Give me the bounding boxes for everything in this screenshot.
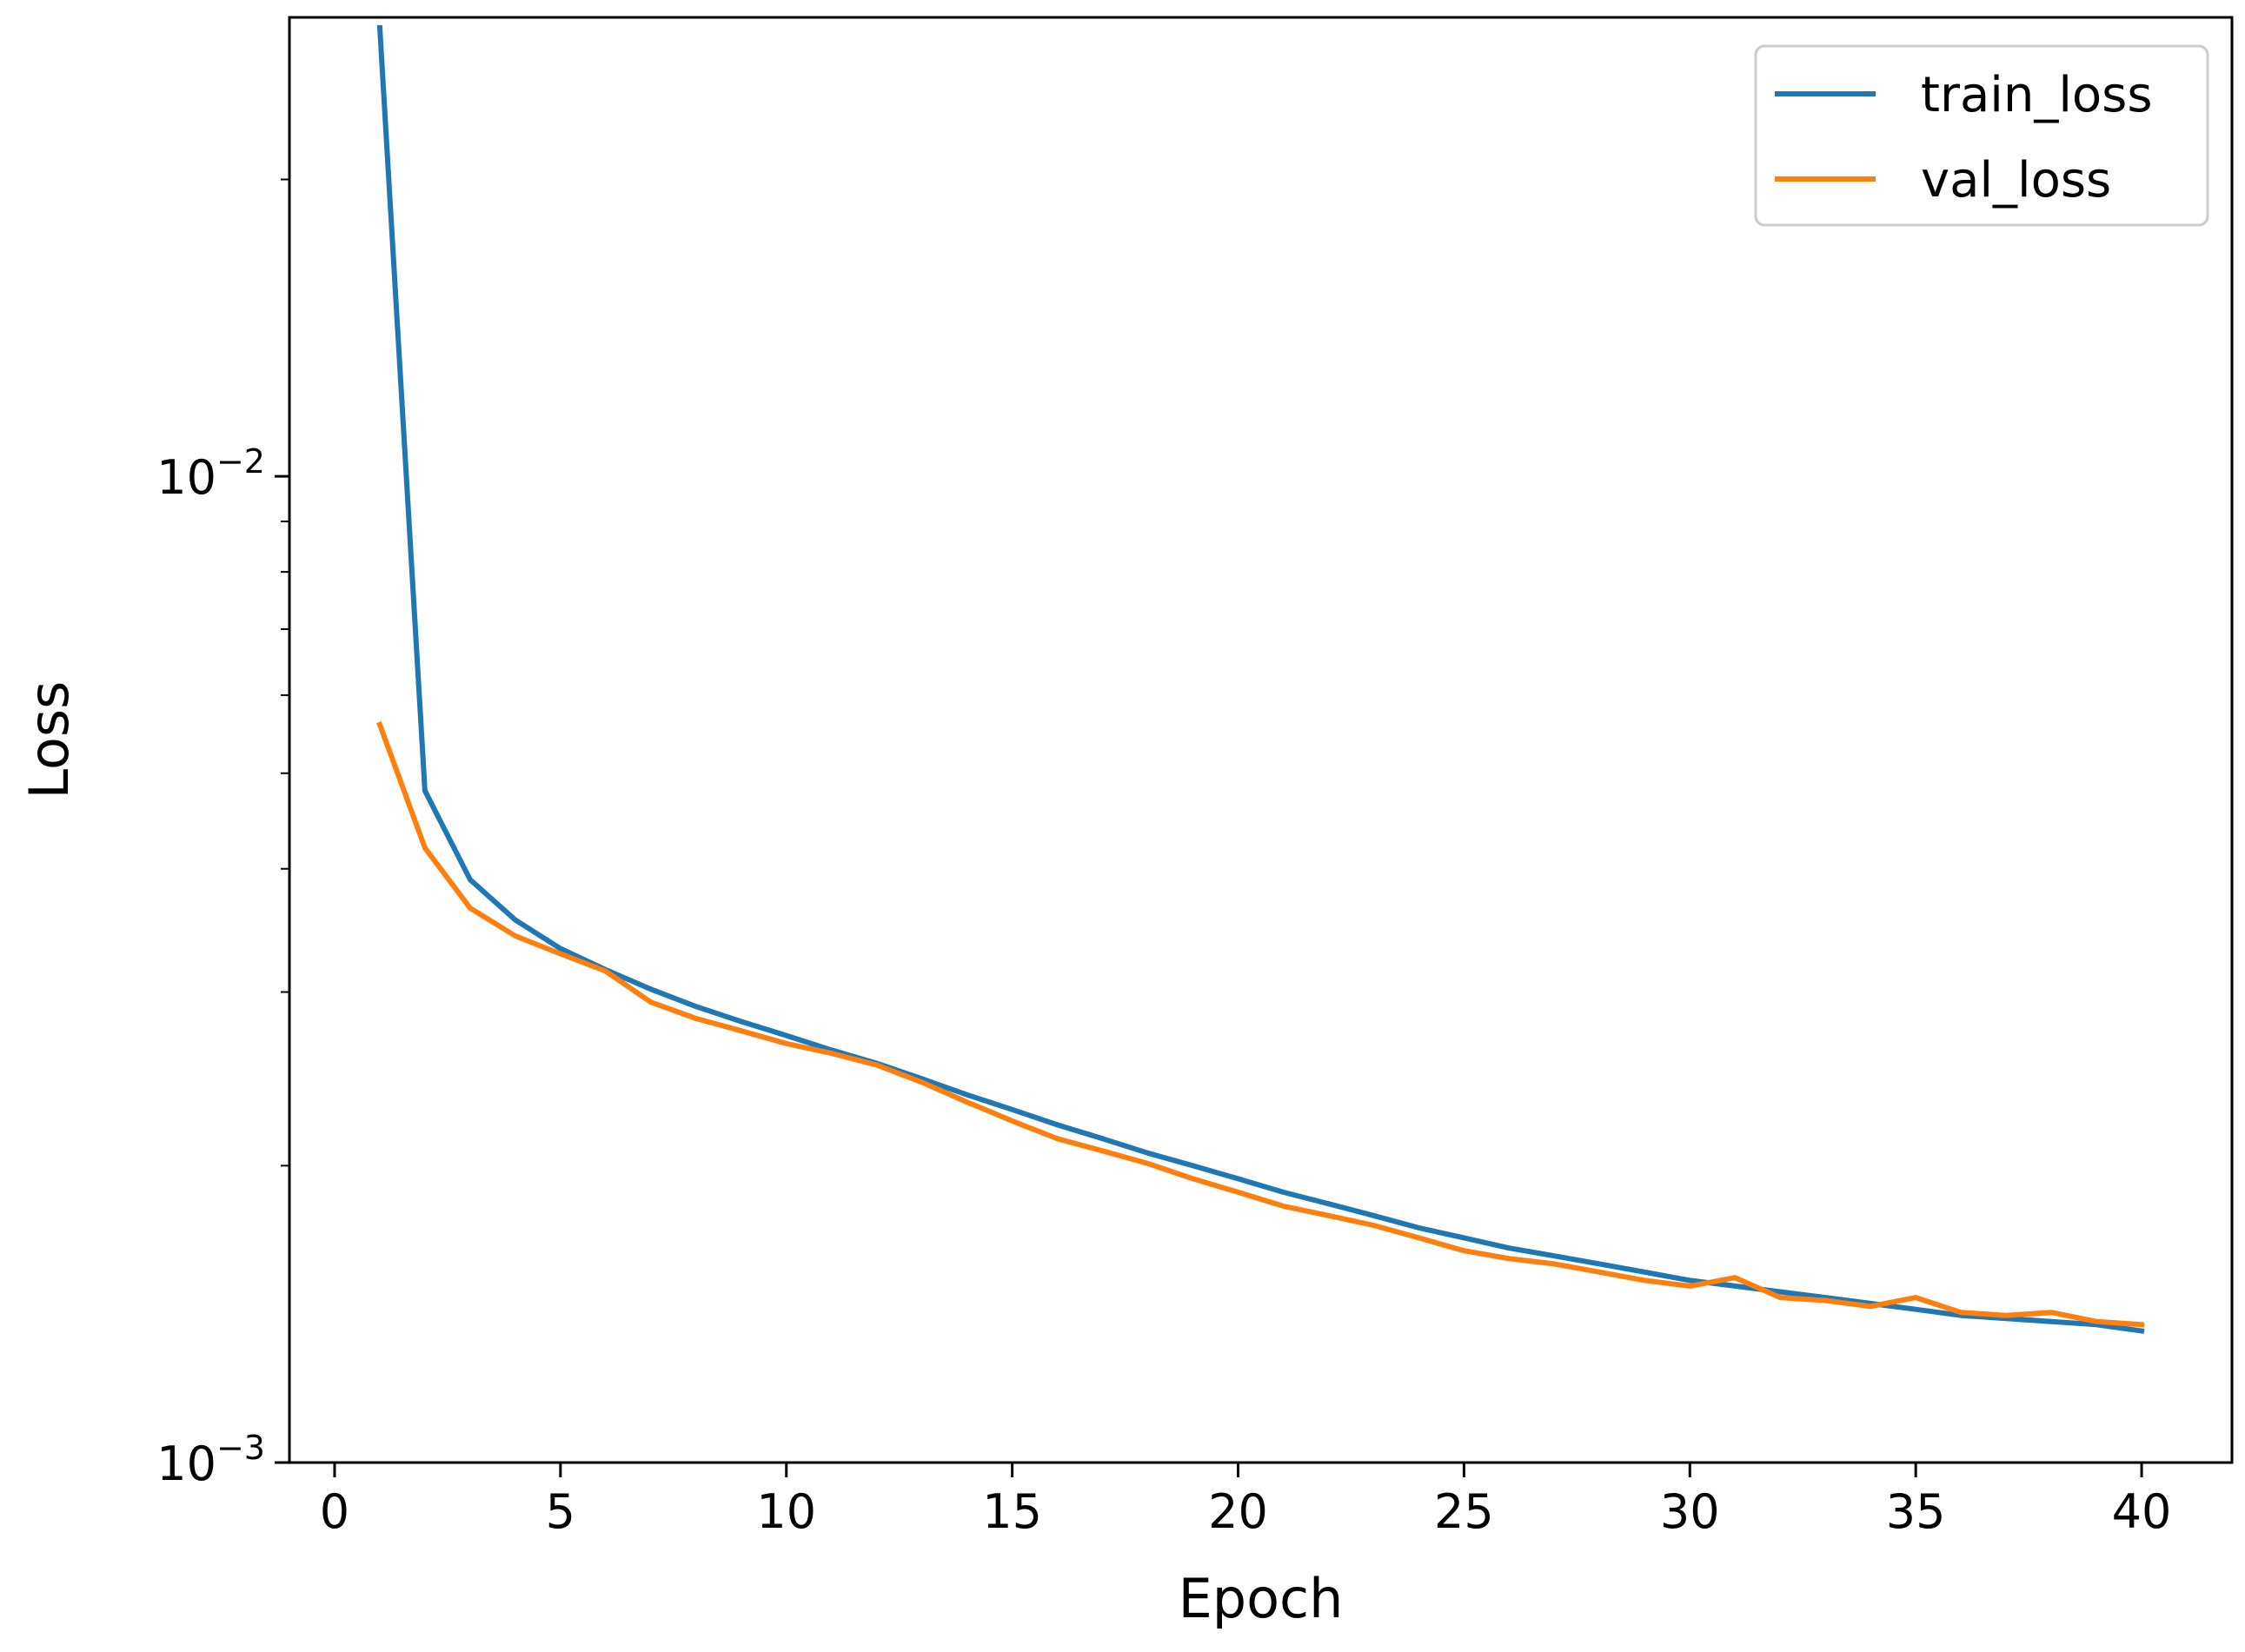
- x-tick-label: 20: [1208, 1484, 1268, 1539]
- x-tick-label: 40: [2112, 1484, 2172, 1539]
- x-tick-label: 10: [756, 1484, 816, 1539]
- legend: train_loss val_loss: [1754, 44, 2209, 227]
- series-layer: [376, 24, 2145, 1334]
- series-line-train-loss: [376, 24, 2145, 1334]
- series-line-val-loss: [376, 721, 2145, 1328]
- y-axis: 10−3 10−2: [156, 178, 289, 1491]
- plot-frame: [288, 16, 2234, 1464]
- x-tick-label: 15: [982, 1484, 1042, 1539]
- y-axis-label: Loss: [17, 681, 81, 799]
- legend-label-val-loss: val_loss: [1921, 152, 2111, 209]
- x-tick-label: 30: [1660, 1484, 1720, 1539]
- x-tick-label: 0: [320, 1484, 349, 1539]
- legend-label-train-loss: train_loss: [1921, 67, 2153, 123]
- x-axis-label: Epoch: [1179, 1567, 1344, 1630]
- y-tick-label: 10−3: [156, 1429, 265, 1491]
- x-tick-label: 25: [1434, 1484, 1494, 1539]
- x-tick-label: 35: [1886, 1484, 1946, 1539]
- y-tick-label: 10−2: [156, 442, 265, 505]
- x-axis: 0 5 10 15 20 25 30 35 40: [320, 1463, 2172, 1539]
- x-tick-label: 5: [546, 1484, 575, 1539]
